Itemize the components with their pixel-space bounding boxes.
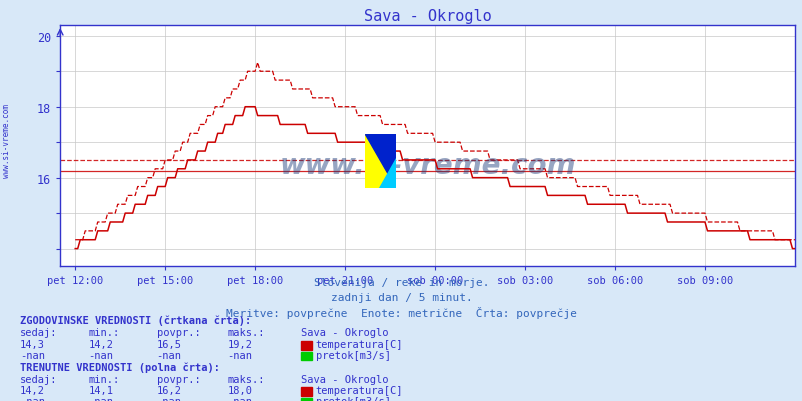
Text: Sava - Okroglo: Sava - Okroglo <box>301 328 388 338</box>
Text: maks.:: maks.: <box>227 374 265 384</box>
Text: Sava - Okroglo: Sava - Okroglo <box>301 374 388 384</box>
Text: -nan: -nan <box>227 350 252 360</box>
Text: sedaj:: sedaj: <box>20 374 58 384</box>
Text: povpr.:: povpr.: <box>156 328 200 338</box>
Text: TRENUTNE VREDNOSTI (polna črta):: TRENUTNE VREDNOSTI (polna črta): <box>20 361 220 372</box>
Polygon shape <box>379 159 395 188</box>
Text: -nan: -nan <box>20 396 45 401</box>
Title: Sava - Okroglo: Sava - Okroglo <box>363 8 491 24</box>
Text: 14,2: 14,2 <box>88 339 113 349</box>
Text: -nan: -nan <box>156 350 181 360</box>
Text: 18,0: 18,0 <box>227 385 252 395</box>
Text: temperatura[C]: temperatura[C] <box>315 339 403 349</box>
Text: www.si-vreme.com: www.si-vreme.com <box>2 103 11 177</box>
Text: 16,2: 16,2 <box>156 385 181 395</box>
Text: ZGODOVINSKE VREDNOSTI (črtkana črta):: ZGODOVINSKE VREDNOSTI (črtkana črta): <box>20 314 251 325</box>
Text: pretok[m3/s]: pretok[m3/s] <box>315 350 390 360</box>
Text: -nan: -nan <box>227 396 252 401</box>
Text: min.:: min.: <box>88 374 119 384</box>
Text: Slovenija / reke in morje.: Slovenija / reke in morje. <box>314 277 488 288</box>
Text: -nan: -nan <box>20 350 45 360</box>
Text: zadnji dan / 5 minut.: zadnji dan / 5 minut. <box>330 292 472 302</box>
Text: -nan: -nan <box>88 396 113 401</box>
Text: -nan: -nan <box>156 396 181 401</box>
Polygon shape <box>365 134 395 188</box>
Text: -nan: -nan <box>88 350 113 360</box>
Polygon shape <box>365 134 395 188</box>
Text: 19,2: 19,2 <box>227 339 252 349</box>
Text: 16,5: 16,5 <box>156 339 181 349</box>
Text: www.si-vreme.com: www.si-vreme.com <box>279 152 575 180</box>
Text: 14,3: 14,3 <box>20 339 45 349</box>
Text: maks.:: maks.: <box>227 328 265 338</box>
Text: Meritve: povprečne  Enote: metrične  Črta: povprečje: Meritve: povprečne Enote: metrične Črta:… <box>225 306 577 318</box>
Text: 14,2: 14,2 <box>20 385 45 395</box>
Text: povpr.:: povpr.: <box>156 374 200 384</box>
Text: temperatura[C]: temperatura[C] <box>315 385 403 395</box>
Text: pretok[m3/s]: pretok[m3/s] <box>315 396 390 401</box>
Text: min.:: min.: <box>88 328 119 338</box>
Text: sedaj:: sedaj: <box>20 328 58 338</box>
Text: 14,1: 14,1 <box>88 385 113 395</box>
